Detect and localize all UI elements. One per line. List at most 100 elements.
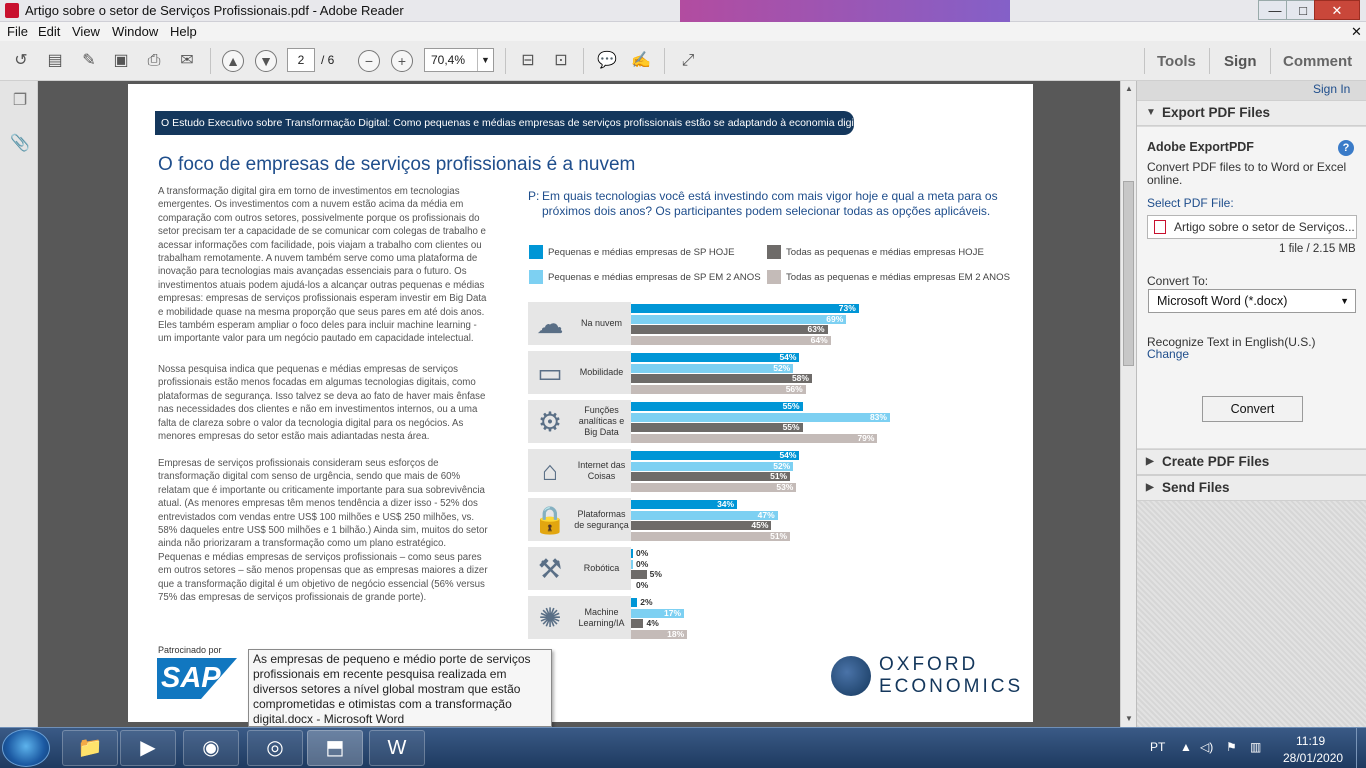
scroll-down-icon[interactable]: ▼ — [1125, 714, 1133, 723]
expand-icon[interactable]: ⤢ — [681, 52, 695, 69]
export-pdf-section-header[interactable]: ▼ Export PDF Files — [1137, 100, 1366, 126]
show-desktop-button[interactable] — [1356, 728, 1366, 768]
export-description: online. — [1147, 173, 1183, 187]
bar-value-label: 63% — [807, 324, 825, 335]
format-select[interactable]: Microsoft Word (*.docx) ▼ — [1148, 289, 1356, 313]
oxford-globe-icon — [831, 656, 871, 696]
close-button[interactable]: ✕ — [1314, 0, 1360, 20]
edit-icon[interactable]: ✎ — [82, 52, 96, 69]
analytics-icon: ⚙ — [537, 407, 563, 437]
clock-date[interactable]: 28/01/2020 — [1283, 751, 1344, 765]
bar-chart: ☁ Na nuvem 73% 69% 63% 64% ▭ Mobilidade 54% 52% 58… — [528, 302, 908, 646]
word-icon[interactable]: W — [369, 730, 425, 766]
zoom-select[interactable]: 70,4% ▼ — [424, 48, 494, 72]
print-icon[interactable]: ⎙ — [147, 52, 161, 69]
taskbar-tooltip: As empresas de pequeno e médio porte de … — [248, 649, 552, 727]
comment-link[interactable]: Comment — [1283, 53, 1353, 70]
pdf-paragraph: Nossa pesquisa indica que pequenas e méd… — [158, 364, 486, 443]
bar-value-label: 69% — [826, 313, 844, 324]
bar-value-label: 55% — [782, 401, 800, 411]
media-player-icon[interactable]: ▶ — [120, 730, 176, 766]
network-icon[interactable]: ▥ — [1250, 740, 1262, 754]
menu-window[interactable]: Window — [112, 24, 159, 39]
adobe-exportpdf-title: Adobe ExportPDF — [1147, 140, 1254, 154]
toolbar-separator — [505, 48, 506, 74]
fit-width-icon[interactable]: ⊡ — [554, 52, 568, 69]
sign-link[interactable]: Sign — [1224, 53, 1257, 70]
legend-label: Todas as pequenas e médias empresas EM 2… — [786, 272, 1010, 283]
page-total: / 6 — [321, 53, 335, 67]
next-page-icon[interactable]: ▼ — [255, 50, 277, 72]
page-thumbnails-icon[interactable]: ❐ — [12, 92, 28, 109]
previous-page-icon[interactable]: ▲ — [222, 50, 244, 72]
legend-label: Pequenas e médias empresas de SP EM 2 AN… — [548, 272, 761, 283]
category-label: Machine Learning/IA — [578, 606, 625, 628]
bar — [631, 461, 794, 471]
chevron-down-icon[interactable]: ▼ — [477, 49, 493, 71]
vertical-scrollbar[interactable]: ▲ ▼ — [1120, 81, 1136, 727]
highlight-icon[interactable]: ✍ — [631, 52, 651, 69]
fit-page-icon[interactable]: ⊟ — [521, 52, 535, 69]
bar — [631, 434, 878, 444]
menu-edit[interactable]: Edit — [38, 24, 61, 39]
tray-arrow-icon[interactable]: ▲ — [1180, 740, 1192, 754]
help-icon[interactable]: ? — [1338, 140, 1354, 156]
toolbar: ↺ ▤ ✎ ▣ ⎙ ✉ ▲ ▼ − + ⊟ ⊡ 💬 ✍ ⤢ — [0, 41, 1366, 81]
volume-icon[interactable]: ◁) — [1200, 740, 1214, 754]
comment-bubble-icon[interactable]: 💬 — [597, 52, 617, 69]
legend-item-todas-2anos: Todas as pequenas e médias empresas EM 2… — [767, 270, 1010, 284]
bar — [631, 549, 633, 558]
flag-icon[interactable]: ⚑ — [1226, 740, 1237, 754]
convert-button[interactable]: Convert — [1202, 396, 1303, 422]
save-icon[interactable]: ▣ — [113, 52, 129, 69]
legend-item-todas-hoje: Todas as pequenas e médias empresas HOJE — [767, 245, 984, 259]
bar-value-label: 17% — [664, 607, 682, 618]
bar-value-label: 45% — [751, 520, 769, 531]
caret-down-icon: ▼ — [1146, 107, 1156, 118]
zoom-out-icon[interactable]: − — [358, 50, 380, 72]
create-pdf-icon[interactable]: ▤ — [47, 52, 63, 69]
category-label: Na nuvem — [580, 318, 623, 328]
document-close-icon[interactable]: ✕ — [1351, 24, 1362, 39]
menu-view[interactable]: View — [72, 24, 100, 39]
language-indicator[interactable]: PT — [1150, 740, 1166, 754]
chevron-down-icon[interactable]: ▼ — [1340, 296, 1349, 306]
bar-value-label: 51% — [770, 471, 788, 482]
chrome-icon[interactable]: ◎ — [247, 730, 303, 766]
bar-value-label: 53% — [776, 482, 794, 493]
menu-file[interactable]: File — [7, 24, 28, 39]
bar-value-label: 64% — [810, 335, 828, 346]
bar-value-label: 0% — [636, 580, 649, 591]
adobe-reader-taskbar-icon[interactable]: ⬒ — [307, 730, 363, 766]
create-pdf-section-header[interactable]: ▶ Create PDF Files — [1137, 449, 1366, 475]
bar — [631, 451, 800, 460]
legend-label: Pequenas e médias empresas de SP HOJE — [548, 247, 735, 258]
category-label: Robótica — [583, 563, 620, 573]
send-files-section-header[interactable]: ▶ Send Files — [1137, 475, 1366, 501]
bar — [631, 314, 847, 324]
bar-value-label: 52% — [773, 460, 791, 471]
change-link[interactable]: Change — [1147, 347, 1190, 361]
oxford-logo-line1: OXFORD — [879, 654, 979, 675]
legend-swatch — [529, 245, 543, 259]
scroll-up-icon[interactable]: ▲ — [1125, 84, 1133, 93]
firefox-icon[interactable]: ◉ — [183, 730, 239, 766]
open-icon[interactable]: ↺ — [14, 52, 28, 69]
clock-time[interactable]: 11:19 — [1296, 734, 1326, 748]
bar — [631, 353, 800, 362]
selected-file[interactable]: Artigo sobre o setor de Serviços... — [1147, 215, 1357, 239]
bar — [631, 363, 794, 373]
zoom-in-icon[interactable]: + — [391, 50, 413, 72]
file-explorer-icon[interactable]: 📁 — [62, 730, 118, 766]
page-number-input[interactable]: 2 — [287, 48, 315, 72]
scroll-thumb[interactable] — [1123, 181, 1134, 366]
sign-in-link[interactable]: Sign In — [1313, 82, 1351, 96]
start-button[interactable] — [2, 729, 50, 767]
title-bar-accent — [680, 0, 1010, 22]
format-value: Microsoft Word (*.docx) — [1157, 294, 1288, 308]
category-machine-learning-ia: ✺ Machine Learning/IA — [528, 596, 631, 639]
attachments-icon[interactable]: 📎 — [10, 135, 30, 152]
email-icon[interactable]: ✉ — [180, 52, 194, 69]
menu-help[interactable]: Help — [170, 24, 197, 39]
tools-link[interactable]: Tools — [1157, 53, 1196, 70]
